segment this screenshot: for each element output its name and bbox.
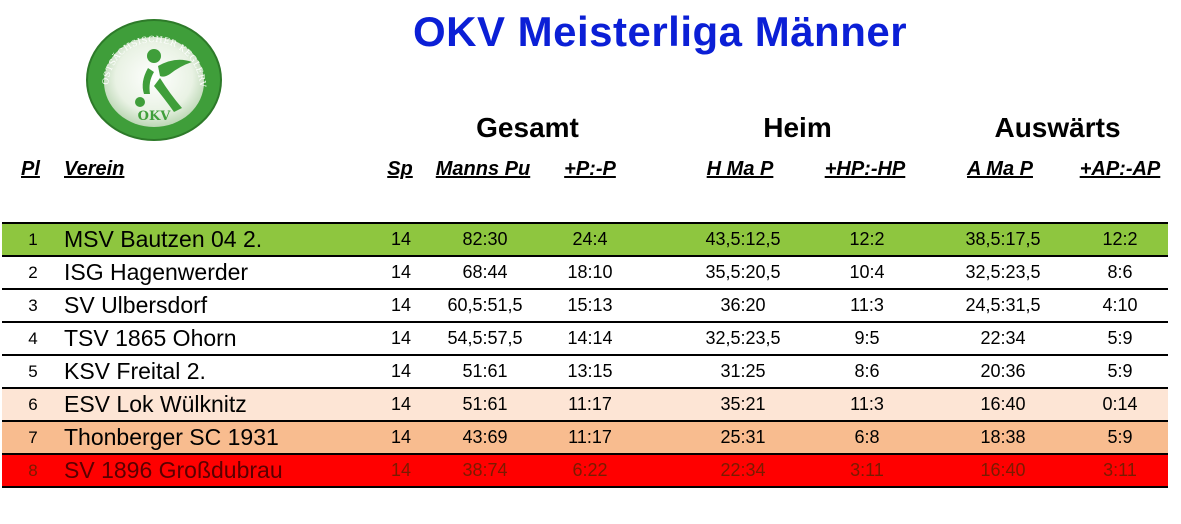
group-header-away: Auswärts	[994, 112, 1121, 143]
table-row: 3 SV Ulbersdorf 14 60,5:51,5 15:13 36:20 11:3 2…	[2, 288, 1168, 321]
table-row: 2 ISG Hagenwerder 14 68:44 18:10 35,5:20,5 10:…	[2, 255, 1168, 288]
cell-sp: 14	[390, 229, 412, 249]
cell-verein: MSV Bautzen 04 2.	[64, 226, 263, 252]
cell-h-ma-p: 35:21	[720, 394, 766, 414]
cell-ap: 5:9	[1107, 361, 1133, 381]
col-header-sp: Sp	[387, 158, 413, 180]
table-row: 5 KSV Freital 2. 14 51:61 13:15 31:25 8:6 20:36…	[2, 354, 1168, 387]
cell-pl: 6	[28, 395, 38, 414]
table-row: 4 TSV 1865 Ohorn 14 54,5:57,5 14:14 32,5:23,5…	[2, 321, 1168, 354]
cell-pl: 3	[28, 296, 38, 315]
cell-p: 24:4	[572, 229, 608, 249]
cell-p: 11:17	[568, 427, 612, 447]
cell-manns-pu: 38:74	[462, 460, 508, 480]
table-row: 1 MSV Bautzen 04 2. 14 82:30 24:4 43,5:12,5 12…	[2, 222, 1168, 255]
cell-h-ma-p: 43,5:12,5	[705, 229, 781, 249]
cell-sp: 14	[390, 328, 412, 348]
col-header-ap: +AP:-AP	[1079, 158, 1161, 180]
cell-verein: ESV Lok Wülknitz	[64, 391, 247, 417]
page-title: OKV Meisterliga Männer	[412, 8, 908, 55]
cell-pl: 1	[28, 230, 38, 249]
table-row: 8 SV 1896 Großdubrau 14 38:74 6:22 22:34 3:11 1…	[2, 453, 1168, 488]
cell-p: 11:17	[568, 394, 612, 414]
cell-hp: 11:3	[850, 295, 884, 315]
cell-h-ma-p: 31:25	[720, 361, 766, 381]
cell-manns-pu: 82:30	[462, 229, 508, 249]
cell-pl: 4	[28, 329, 38, 348]
cell-a-ma-p: 16:40	[980, 460, 1026, 480]
cell-p: 18:10	[567, 262, 613, 282]
cell-verein: SV 1896 Großdubrau	[64, 457, 283, 483]
cell-ap: 5:9	[1107, 427, 1133, 447]
cell-hp: 8:6	[854, 361, 880, 381]
cell-sp: 14	[390, 295, 412, 315]
col-header-a-ma-p: A Ma P	[967, 158, 1033, 180]
cell-hp: 10:4	[849, 262, 885, 282]
svg-text:OKV: OKV	[138, 109, 172, 124]
cell-sp: 14	[390, 262, 412, 282]
cell-pl: 2	[28, 263, 38, 282]
table-row: 6 ESV Lok Wülknitz 14 51:61 11:17 35:21 11:3 16…	[2, 387, 1168, 420]
col-header-pl: Pl	[21, 158, 40, 180]
cell-ap: 8:6	[1107, 262, 1133, 282]
cell-a-ma-p: 38,5:17,5	[965, 229, 1041, 249]
cell-pl: 7	[28, 428, 38, 447]
cell-verein: SV Ulbersdorf	[64, 292, 208, 318]
cell-manns-pu: 60,5:51,5	[447, 295, 523, 315]
standings-table: 1 MSV Bautzen 04 2. 14 82:30 24:4 43,5:12,5 12…	[2, 222, 1168, 488]
cell-verein: Thonberger SC 1931	[64, 424, 279, 450]
cell-manns-pu: 51:61	[462, 394, 508, 414]
cell-manns-pu: 51:61	[462, 361, 508, 381]
cell-ap: 12:2	[1102, 229, 1138, 249]
okv-logo: OSTSÄCHSISCHER KEGLERVERBAND E.V. OKV	[80, 9, 224, 141]
cell-h-ma-p: 36:20	[720, 295, 766, 315]
cell-h-ma-p: 22:34	[720, 460, 766, 480]
col-header-hp: +HP:-HP	[824, 158, 906, 180]
cell-ap: 4:10	[1102, 295, 1138, 315]
cell-a-ma-p: 16:40	[980, 394, 1026, 414]
cell-hp: 12:2	[849, 229, 885, 249]
cell-verein: ISG Hagenwerder	[64, 259, 249, 285]
cell-a-ma-p: 22:34	[980, 328, 1026, 348]
cell-manns-pu: 43:69	[462, 427, 508, 447]
cell-pl: 8	[28, 461, 38, 480]
cell-manns-pu: 68:44	[462, 262, 508, 282]
cell-hp: 6:8	[854, 427, 880, 447]
group-header-total: Gesamt	[476, 112, 579, 143]
col-header-p: +P:-P	[564, 158, 616, 180]
cell-p: 14:14	[567, 328, 613, 348]
cell-h-ma-p: 25:31	[720, 427, 766, 447]
group-header-home: Heim	[763, 112, 832, 143]
table-row: 7 Thonberger SC 1931 14 43:69 11:17 25:31 6:8 1…	[2, 420, 1168, 453]
cell-pl: 5	[28, 362, 38, 381]
cell-manns-pu: 54,5:57,5	[447, 328, 523, 348]
cell-a-ma-p: 32,5:23,5	[965, 262, 1041, 282]
cell-verein: KSV Freital 2.	[64, 358, 206, 384]
cell-sp: 14	[390, 394, 412, 414]
col-header-verein: Verein	[64, 158, 125, 180]
cell-a-ma-p: 20:36	[980, 361, 1026, 381]
cell-a-ma-p: 18:38	[980, 427, 1026, 447]
cell-p: 13:15	[567, 361, 613, 381]
cell-hp: 3:11	[850, 460, 884, 480]
cell-sp: 14	[390, 427, 412, 447]
cell-sp: 14	[390, 361, 412, 381]
cell-h-ma-p: 35,5:20,5	[705, 262, 781, 282]
col-header-h-ma-p: H Ma P	[706, 158, 774, 180]
cell-a-ma-p: 24,5:31,5	[965, 295, 1041, 315]
cell-p: 6:22	[572, 460, 608, 480]
cell-sp: 14	[390, 460, 412, 480]
cell-h-ma-p: 32,5:23,5	[705, 328, 781, 348]
cell-ap: 0:14	[1102, 394, 1138, 414]
cell-verein: TSV 1865 Ohorn	[64, 325, 237, 351]
col-header-manns-pu: Manns Pu	[435, 158, 531, 180]
cell-hp: 9:5	[854, 328, 880, 348]
cell-ap: 5:9	[1107, 328, 1133, 348]
cell-hp: 11:3	[850, 394, 884, 414]
cell-p: 15:13	[567, 295, 613, 315]
cell-ap: 3:11	[1103, 460, 1137, 480]
